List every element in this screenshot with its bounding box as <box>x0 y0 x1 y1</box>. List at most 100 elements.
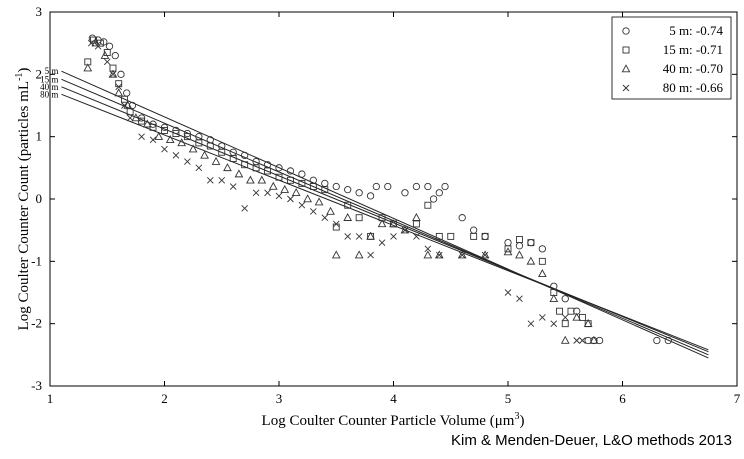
data-point <box>424 201 432 209</box>
data-point <box>504 245 512 253</box>
data-point <box>298 170 306 178</box>
data-point <box>413 233 420 240</box>
data-point <box>355 214 363 222</box>
data-point <box>579 337 586 344</box>
data-point <box>275 173 283 181</box>
data-point <box>424 182 432 191</box>
legend-marker <box>622 46 630 54</box>
data-point <box>108 69 118 78</box>
data-point <box>516 236 523 243</box>
data-point <box>470 232 478 240</box>
data-point <box>504 289 512 296</box>
data-point <box>412 182 421 191</box>
data-point <box>550 320 558 327</box>
data-point <box>223 163 232 172</box>
data-point <box>538 245 546 253</box>
data-point <box>287 176 294 184</box>
legend-label: 40 m: -0.70 <box>663 61 723 76</box>
data-point <box>378 239 386 246</box>
legend-label: 80 m: -0.66 <box>663 80 724 95</box>
data-point <box>561 320 569 328</box>
data-point <box>377 219 387 228</box>
data-point <box>516 295 523 303</box>
data-point <box>560 335 570 344</box>
data-point <box>241 161 249 169</box>
data-point <box>537 269 547 278</box>
data-point <box>177 138 187 147</box>
data-point <box>100 50 110 59</box>
data-point <box>268 181 278 190</box>
data-point <box>298 179 306 187</box>
data-point <box>291 188 301 197</box>
data-point <box>390 233 397 240</box>
legend-label: 5 m: -0.74 <box>669 23 723 38</box>
data-point <box>172 130 180 138</box>
data-point <box>458 214 466 222</box>
data-point <box>286 167 295 175</box>
data-point <box>589 335 599 344</box>
data-point <box>664 336 672 345</box>
data-point <box>218 148 226 156</box>
data-point <box>400 225 410 234</box>
data-point <box>211 156 221 165</box>
data-point <box>561 295 569 303</box>
data-point <box>120 95 128 103</box>
x-tick-label: 3 <box>276 391 283 406</box>
data-point <box>332 220 340 228</box>
data-point <box>275 164 283 172</box>
data-point <box>434 250 444 259</box>
data-point <box>246 175 255 184</box>
x-tick-label: 1 <box>47 391 54 406</box>
data-point <box>165 135 175 144</box>
y-tick-label: 0 <box>36 191 43 206</box>
data-point <box>401 189 409 197</box>
data-point <box>252 164 260 172</box>
data-point <box>115 83 123 91</box>
data-point <box>298 201 306 209</box>
fit-line-label: 80 m <box>40 89 58 99</box>
data-point <box>309 183 317 190</box>
data-point <box>200 150 209 159</box>
data-point <box>280 184 290 193</box>
data-point <box>367 251 374 259</box>
y-tick-label: -2 <box>31 316 42 331</box>
data-point <box>310 208 317 215</box>
x-tick-label: 6 <box>619 391 626 406</box>
data-point <box>480 250 490 259</box>
data-point <box>389 219 398 228</box>
data-point <box>161 145 168 153</box>
data-point <box>275 192 283 200</box>
data-point <box>83 63 93 72</box>
data-point <box>481 232 489 240</box>
data-point <box>138 133 145 140</box>
data-point <box>578 313 586 321</box>
data-point <box>111 51 119 60</box>
data-point <box>424 245 432 253</box>
data-point <box>384 182 392 191</box>
data-point <box>332 182 340 191</box>
x-tick-label: 4 <box>390 391 397 406</box>
data-point <box>264 167 271 175</box>
legend-label: 15 m: -0.71 <box>663 42 723 57</box>
fit-line-label: 5 m <box>45 66 59 76</box>
y-tick-label: -3 <box>31 378 42 393</box>
data-point <box>229 155 237 162</box>
data-point <box>331 250 341 259</box>
axis-ticks: 1 2 3 4 5 6 7 -3 -2 -1 0 1 2 3 <box>31 4 741 406</box>
legend-marker <box>622 84 630 92</box>
legend-marker <box>622 27 630 35</box>
fit-line-label: 15 m <box>40 74 58 84</box>
legend-marker <box>621 64 631 73</box>
data-point <box>515 250 524 259</box>
data-point <box>321 214 329 222</box>
data-point <box>401 226 409 234</box>
data-point <box>583 318 593 327</box>
data-point <box>343 212 353 221</box>
data-point <box>527 239 535 247</box>
data-point <box>503 247 513 256</box>
data-point <box>435 251 443 259</box>
data-point <box>549 293 559 302</box>
data-point <box>287 195 294 203</box>
y-tick-label: 1 <box>36 129 43 144</box>
x-axis-label: Log Coulter Counter Particle Volume (μm3… <box>262 411 525 429</box>
